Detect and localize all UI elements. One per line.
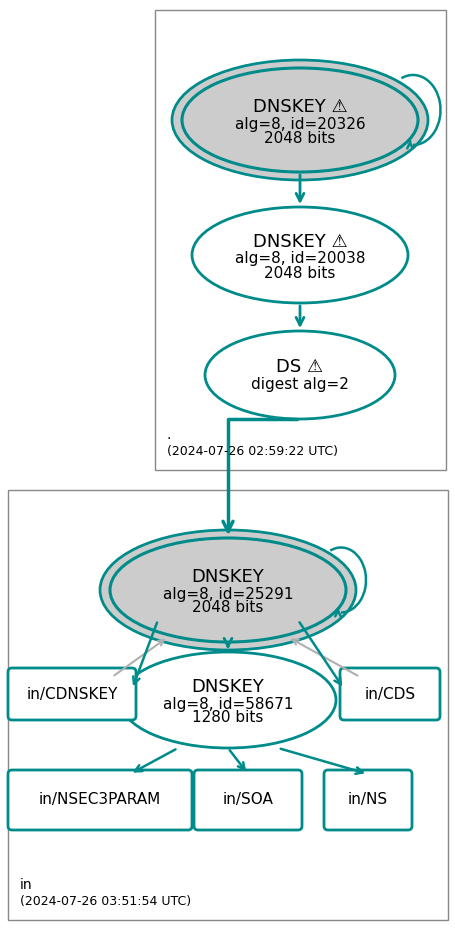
Ellipse shape [205, 331, 394, 419]
Text: alg=8, id=58671: alg=8, id=58671 [162, 696, 293, 711]
FancyBboxPatch shape [324, 770, 411, 830]
Text: 2048 bits: 2048 bits [264, 265, 335, 280]
Text: in/NS: in/NS [347, 792, 387, 807]
Ellipse shape [100, 530, 355, 650]
Text: (2024-07-26 03:51:54 UTC): (2024-07-26 03:51:54 UTC) [20, 895, 191, 908]
Text: DNSKEY: DNSKEY [191, 568, 264, 586]
Ellipse shape [182, 68, 417, 172]
Text: DNSKEY: DNSKEY [191, 678, 264, 696]
Text: in/CDS: in/CDS [364, 686, 415, 701]
Ellipse shape [172, 60, 427, 180]
Ellipse shape [192, 207, 407, 303]
Text: 2048 bits: 2048 bits [192, 600, 263, 615]
Text: in/CDNSKEY: in/CDNSKEY [26, 686, 117, 701]
Text: 1280 bits: 1280 bits [192, 710, 263, 725]
FancyBboxPatch shape [339, 668, 439, 720]
Text: alg=8, id=25291: alg=8, id=25291 [162, 587, 293, 601]
Text: DNSKEY ⚠️: DNSKEY ⚠️ [252, 233, 347, 251]
Ellipse shape [110, 538, 345, 642]
Ellipse shape [120, 652, 335, 748]
Text: (2024-07-26 02:59:22 UTC): (2024-07-26 02:59:22 UTC) [167, 445, 337, 458]
Text: in/NSEC3PARAM: in/NSEC3PARAM [39, 792, 161, 807]
Text: .: . [167, 428, 171, 442]
Text: DNSKEY ⚠️: DNSKEY ⚠️ [252, 98, 347, 116]
FancyBboxPatch shape [155, 10, 445, 470]
FancyBboxPatch shape [8, 668, 136, 720]
Text: 2048 bits: 2048 bits [264, 130, 335, 145]
FancyBboxPatch shape [8, 490, 447, 920]
Text: in: in [20, 878, 33, 892]
Text: in/SOA: in/SOA [222, 792, 273, 807]
Text: alg=8, id=20038: alg=8, id=20038 [234, 251, 364, 266]
Text: alg=8, id=20326: alg=8, id=20326 [234, 116, 364, 131]
FancyBboxPatch shape [193, 770, 301, 830]
Text: digest alg=2: digest alg=2 [251, 377, 348, 393]
FancyBboxPatch shape [8, 770, 192, 830]
Text: DS ⚠️: DS ⚠️ [276, 358, 323, 376]
